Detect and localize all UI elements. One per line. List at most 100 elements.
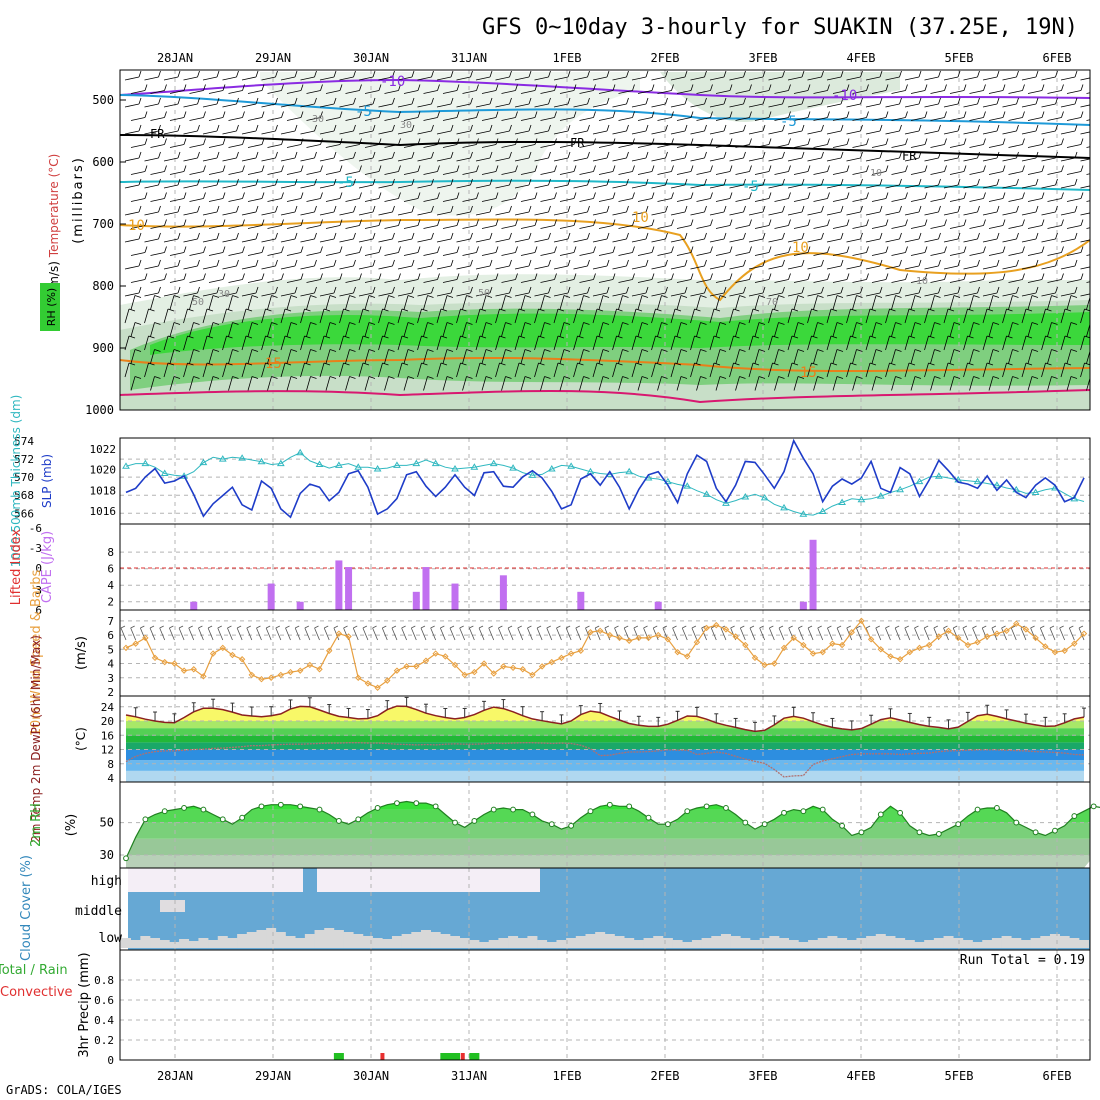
wind-point [906, 648, 914, 656]
wind-barb [910, 376, 922, 391]
wind-point [316, 666, 323, 673]
cloud-middle-patch [160, 900, 185, 912]
rh-point [664, 821, 671, 828]
wind-barb [676, 295, 688, 310]
wind-barb [910, 84, 928, 94]
wind-barb [787, 335, 799, 351]
wind-barb [904, 362, 916, 378]
date-label-bottom: 3FEB [749, 1069, 778, 1083]
wind-barb [943, 259, 961, 270]
wind-barb [637, 138, 655, 148]
wind-barb [768, 259, 785, 270]
wind-barb [768, 151, 785, 162]
dewpoint-line [125, 742, 1085, 778]
wind-barb [163, 232, 181, 243]
wind-barb [930, 84, 947, 94]
wind-barb [885, 362, 896, 378]
wind-barb [286, 84, 304, 94]
precip-panel-frame [119, 949, 1091, 1061]
cape-bar [296, 601, 304, 610]
wind-barb [910, 219, 928, 229]
wind-barb [475, 205, 493, 216]
wind-barb [696, 295, 707, 310]
wind-barb [1086, 119, 1090, 121]
rh-point [355, 816, 362, 823]
wind-barb [1021, 178, 1039, 189]
wind-barb [222, 335, 233, 351]
wind-barb-10m [236, 625, 243, 641]
thickness-point [934, 472, 943, 479]
wind-barb [261, 97, 278, 108]
wind-barb [748, 205, 766, 216]
rh-point [1032, 829, 1039, 836]
wind-barb [481, 192, 499, 202]
wind-barb [949, 376, 961, 391]
wind-barb [592, 259, 610, 270]
wind-barb [768, 308, 779, 324]
cloud-low-bar [1079, 940, 1089, 948]
wind-barb [403, 322, 415, 337]
wind-barb [690, 308, 701, 324]
wind-barb [222, 308, 233, 324]
wind-barb [910, 111, 928, 121]
wind-point [161, 658, 168, 666]
wind-barb [676, 349, 688, 364]
wind-barb [1008, 84, 1025, 94]
wind-barb [540, 295, 551, 310]
wind-barb [729, 178, 746, 189]
wind-point [122, 644, 130, 652]
wind-barb [969, 192, 986, 202]
wind-barb [475, 151, 493, 162]
cape-bar [654, 601, 662, 610]
wind-barb [1086, 227, 1090, 229]
wind-barb [364, 165, 382, 175]
wind-barb [1008, 219, 1025, 229]
cloud-low-bar [488, 940, 499, 948]
wind-barb [754, 192, 772, 202]
precip-conv-bar [460, 1053, 465, 1060]
rh-point [974, 806, 981, 813]
wind-barb [963, 259, 980, 270]
wind-barb [807, 362, 818, 378]
wind-point [771, 660, 778, 667]
wind-barb [247, 322, 259, 337]
wind-barb [807, 259, 824, 270]
wind-barb [631, 286, 649, 297]
wind-barb [676, 376, 688, 391]
wind-barb [988, 322, 1000, 337]
wind-barb [807, 232, 824, 243]
rh-band [126, 855, 1090, 868]
wind-barb [729, 97, 746, 108]
wind-barb [735, 246, 752, 256]
wind-barb [592, 178, 610, 189]
wind-barb [364, 246, 382, 256]
wind-barb [793, 376, 805, 391]
wind-barb [189, 219, 206, 229]
wind-barb [988, 138, 1006, 148]
wind-barb [183, 232, 200, 243]
wind-barb [982, 178, 1000, 189]
wind-barb [462, 349, 473, 364]
wind-point [345, 633, 352, 640]
wind-barb [813, 322, 824, 337]
rh-point [858, 829, 865, 836]
wind-barb [241, 151, 259, 162]
wind-barb [826, 205, 844, 216]
wind-barb [748, 335, 760, 351]
wind-barb-10m [546, 625, 553, 641]
date-label-top: 30JAN [353, 51, 389, 65]
wind-barb [339, 151, 356, 162]
wind-barb [793, 322, 805, 337]
wind-barb [1041, 232, 1058, 243]
wind-barb [130, 138, 148, 148]
wind-barb [885, 97, 902, 108]
wind-barb [988, 192, 1006, 202]
wind-barb [189, 322, 200, 337]
label-rh-30-c: 30 [218, 289, 230, 300]
wind-barb [306, 111, 323, 121]
wind-barb [553, 205, 571, 216]
wind-barb [852, 376, 863, 391]
wind-barb [1047, 138, 1064, 148]
